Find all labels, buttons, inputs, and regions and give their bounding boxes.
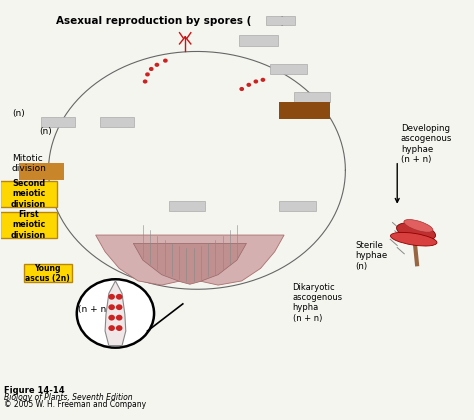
FancyBboxPatch shape [169, 201, 205, 211]
Text: Asexual reproduction by spores (        ): Asexual reproduction by spores ( ) [56, 16, 286, 26]
FancyBboxPatch shape [293, 92, 330, 102]
FancyBboxPatch shape [0, 181, 57, 207]
Circle shape [116, 325, 122, 331]
Text: Biology of Plants, Seventh Edition: Biology of Plants, Seventh Edition [4, 393, 132, 402]
Circle shape [143, 79, 147, 84]
Circle shape [163, 58, 168, 63]
Circle shape [109, 304, 115, 310]
Circle shape [149, 67, 154, 71]
Text: Young
ascus (2n): Young ascus (2n) [25, 263, 70, 283]
FancyBboxPatch shape [279, 201, 316, 211]
Text: © 2005 W. H. Freeman and Company: © 2005 W. H. Freeman and Company [4, 400, 146, 410]
Text: Developing
ascogenous
hyphae
(n + n): Developing ascogenous hyphae (n + n) [401, 124, 452, 164]
Circle shape [155, 63, 159, 67]
FancyBboxPatch shape [279, 102, 330, 119]
Circle shape [254, 79, 258, 84]
Circle shape [109, 315, 115, 320]
Text: Sterile
hyphae
(n): Sterile hyphae (n) [356, 241, 388, 271]
FancyBboxPatch shape [100, 116, 134, 126]
FancyBboxPatch shape [270, 64, 307, 74]
Circle shape [116, 294, 122, 300]
Circle shape [145, 72, 150, 76]
FancyBboxPatch shape [19, 163, 64, 180]
Text: (n + n): (n + n) [78, 305, 109, 314]
Circle shape [77, 279, 154, 348]
Circle shape [261, 78, 265, 82]
Ellipse shape [397, 223, 436, 241]
FancyBboxPatch shape [41, 116, 75, 126]
Circle shape [116, 304, 122, 310]
Text: First
meiotic
division: First meiotic division [11, 210, 46, 240]
Text: Mitotic
division: Mitotic division [12, 154, 46, 173]
Text: Second
meiotic
division: Second meiotic division [11, 179, 46, 209]
Ellipse shape [404, 220, 433, 232]
Circle shape [116, 315, 122, 320]
Polygon shape [105, 281, 126, 346]
Circle shape [239, 87, 244, 91]
FancyBboxPatch shape [266, 16, 295, 25]
Text: Figure 14-14: Figure 14-14 [4, 386, 64, 395]
Circle shape [246, 83, 251, 87]
Text: Dikaryotic
ascogenous
hypha
(n + n): Dikaryotic ascogenous hypha (n + n) [292, 283, 343, 323]
Polygon shape [96, 235, 284, 285]
FancyBboxPatch shape [24, 264, 72, 282]
FancyBboxPatch shape [0, 212, 57, 238]
FancyBboxPatch shape [239, 35, 278, 46]
Circle shape [109, 325, 115, 331]
Text: (n): (n) [12, 109, 25, 118]
Text: (n): (n) [39, 127, 52, 136]
Polygon shape [133, 243, 246, 284]
Ellipse shape [391, 232, 437, 246]
Circle shape [109, 294, 115, 300]
